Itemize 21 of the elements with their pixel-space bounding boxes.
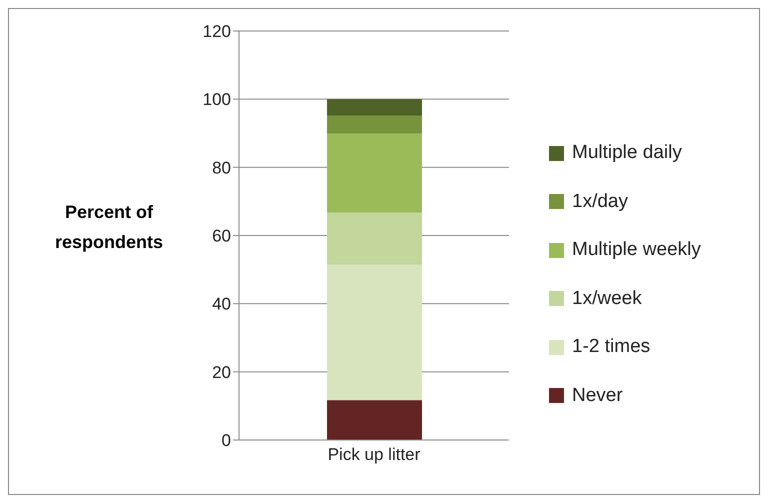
legend-label: 1x/day: [572, 190, 628, 213]
x-tick-label: Pick up litter: [328, 445, 421, 464]
y-tick-label: 0: [222, 431, 231, 450]
legend-label: 1x/week: [572, 288, 642, 310]
y-tick-label: 60: [212, 226, 231, 246]
bar: [327, 400, 422, 440]
legend-label: Multiple daily: [572, 142, 682, 164]
y-axis-title: Percent of respondents: [54, 201, 164, 254]
y-tick-label: 80: [212, 158, 231, 178]
y-tick-label: 20: [212, 362, 231, 382]
legend-label: Multiple weekly: [572, 239, 701, 262]
bar: [327, 116, 422, 134]
bar: [327, 212, 422, 265]
legend-label: 1-2 times: [572, 336, 650, 358]
y-tick-label: 100: [202, 90, 231, 110]
y-tick-label: 120: [202, 22, 231, 42]
bar: [327, 99, 422, 116]
legend-label: Never: [572, 384, 623, 407]
bar: [327, 264, 422, 400]
bar: [327, 134, 422, 213]
y-tick-label: 40: [212, 294, 231, 314]
